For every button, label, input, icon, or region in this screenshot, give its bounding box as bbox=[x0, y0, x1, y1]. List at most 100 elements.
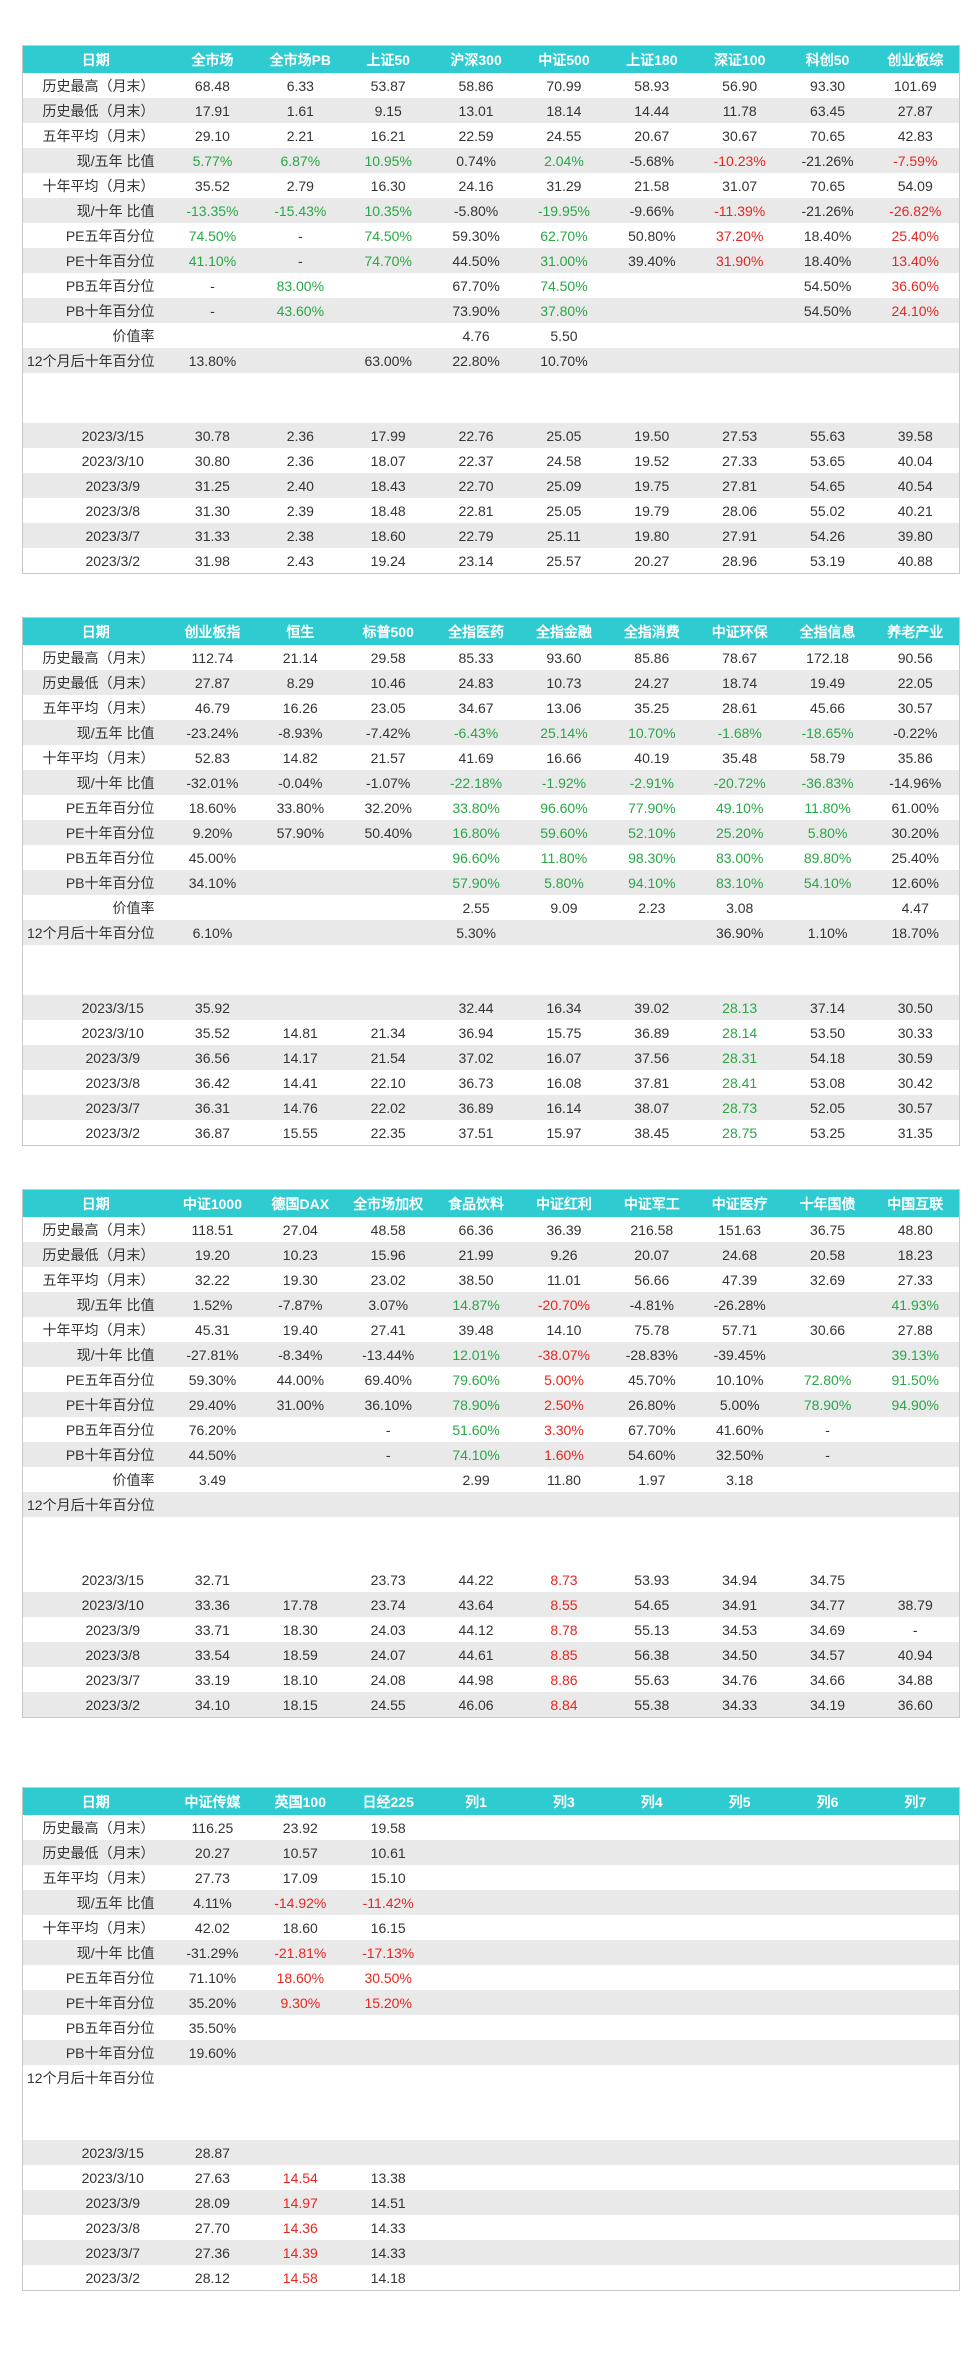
metric-row: 现/五年 比值 -23.24% -8.93% -7.42% -6.43% 25.14% 10… bbox=[22, 720, 960, 745]
value-cell: 6.10% bbox=[168, 920, 257, 945]
metric-label: 12个月后十年百分位 bbox=[22, 348, 169, 373]
value-cell: 16.21 bbox=[370, 127, 406, 144]
column-header[interactable]: 列4 bbox=[607, 1787, 696, 1815]
value-cell: 32.50% bbox=[695, 1442, 784, 1467]
empty-cell bbox=[168, 2090, 257, 2115]
metric-row: 历史最高（月末） 112.74 21.14 29.58 85.33 93.60 85.86 7… bbox=[23, 645, 960, 670]
value-cell: 70.99 bbox=[546, 77, 582, 94]
column-header-date[interactable]: 日期 bbox=[22, 45, 169, 73]
value-cell: 19.40 bbox=[282, 1321, 318, 1338]
metric-row: 价值率 2.55 9.09 2.23 3.08 4.47 bbox=[23, 895, 960, 920]
column-header[interactable]: 科创50 bbox=[783, 45, 872, 73]
column-header[interactable]: 中证1000 bbox=[168, 1189, 257, 1217]
column-header[interactable]: 列5 bbox=[695, 1787, 784, 1815]
column-header[interactable]: 全市场PB bbox=[256, 45, 345, 73]
value-cell: -20.70% bbox=[520, 1292, 608, 1317]
value-cell bbox=[695, 1890, 784, 1915]
value-cell bbox=[608, 1965, 696, 1990]
column-header[interactable]: 中证500 bbox=[520, 45, 608, 73]
value-cell: 1.61 bbox=[256, 98, 345, 123]
column-header[interactable]: 上证50 bbox=[344, 45, 433, 73]
column-header[interactable]: 中国互联 bbox=[871, 1189, 960, 1217]
value-cell: 14.82 bbox=[282, 749, 318, 766]
metric-label: 历史最低（月末） bbox=[22, 98, 169, 123]
value-cell bbox=[344, 2040, 433, 2065]
date-label: 2023/3/2 bbox=[22, 1692, 169, 1718]
column-header[interactable]: 养老产业 bbox=[871, 617, 960, 645]
column-header[interactable]: 食品饮料 bbox=[432, 1189, 520, 1217]
column-header[interactable]: 恒生 bbox=[256, 617, 345, 645]
metric-row: PB十年百分位 -43.60% 73.90% 37.80% 54.50% 24.10% bbox=[22, 298, 960, 323]
value-cell: 9.15 bbox=[344, 98, 433, 123]
column-header[interactable]: 全市场加权 bbox=[344, 1189, 433, 1217]
value-cell: 32.44 bbox=[432, 995, 520, 1020]
spacer-row bbox=[22, 2090, 960, 2115]
value-cell: 10.70% bbox=[520, 348, 608, 373]
column-header[interactable]: 中证传媒 bbox=[168, 1787, 257, 1815]
value-cell: 31.30 bbox=[194, 502, 230, 519]
date-row: 2023/3/15 28.87 bbox=[22, 2140, 960, 2165]
value-cell: 24.08 bbox=[370, 1671, 406, 1688]
column-header[interactable]: 十年国债 bbox=[783, 1189, 872, 1217]
column-header[interactable]: 全指消费 bbox=[607, 617, 696, 645]
column-header[interactable]: 中证医疗 bbox=[695, 1189, 784, 1217]
value-cell: 1.97 bbox=[638, 1471, 666, 1488]
value-cell: 36.42 bbox=[194, 1074, 230, 1091]
column-header[interactable]: 德国DAX bbox=[256, 1189, 345, 1217]
column-header[interactable]: 列3 bbox=[520, 1787, 608, 1815]
value-cell bbox=[344, 1467, 432, 1492]
value-cell: 18.60% bbox=[276, 1969, 325, 1986]
value-cell: -1.68% bbox=[695, 720, 784, 745]
value-cell bbox=[432, 2065, 520, 2090]
column-header[interactable]: 列6 bbox=[783, 1787, 872, 1815]
value-cell: 53.25 bbox=[810, 1124, 846, 1141]
value-cell: 20.67 bbox=[634, 127, 670, 144]
value-cell: 4.11% bbox=[168, 1890, 257, 1915]
column-header[interactable]: 列1 bbox=[432, 1787, 520, 1815]
column-header[interactable]: 中证红利 bbox=[520, 1189, 608, 1217]
metric-row: 价值率 4.76 5.50 bbox=[23, 323, 960, 348]
value-cell: 34.91 bbox=[695, 1592, 784, 1617]
column-header[interactable]: 中证环保 bbox=[695, 617, 784, 645]
value-cell bbox=[256, 870, 345, 895]
value-cell: 48.80 bbox=[897, 1221, 933, 1238]
value-cell bbox=[256, 995, 345, 1020]
column-header[interactable]: 沪深300 bbox=[432, 45, 520, 73]
value-cell: 19.20 bbox=[168, 1242, 257, 1267]
date-label: 2023/3/7 bbox=[85, 1671, 141, 1688]
column-header[interactable]: 日经225 bbox=[344, 1787, 433, 1815]
empty-cell bbox=[22, 398, 169, 423]
value-cell: 5.77% bbox=[168, 148, 257, 173]
column-header[interactable]: 全指医药 bbox=[432, 617, 520, 645]
value-cell: - bbox=[825, 1421, 830, 1438]
value-cell: 36.31 bbox=[168, 1095, 257, 1120]
column-header[interactable]: 全指金融 bbox=[520, 617, 608, 645]
empty-cell bbox=[695, 945, 784, 970]
value-cell: -14.96% bbox=[871, 770, 960, 795]
value-cell: 36.60% bbox=[891, 277, 939, 294]
column-header-date[interactable]: 日期 bbox=[22, 1189, 169, 1217]
value-cell: 8.73 bbox=[550, 1571, 578, 1588]
value-cell bbox=[696, 1815, 784, 1840]
column-header[interactable]: 全市场 bbox=[168, 45, 257, 73]
value-cell: 41.69 bbox=[458, 749, 494, 766]
column-header[interactable]: 全指信息 bbox=[783, 617, 872, 645]
column-header-date[interactable]: 日期 bbox=[22, 1787, 169, 1815]
empty-cell bbox=[520, 1517, 608, 1542]
value-cell: 34.50 bbox=[695, 1642, 784, 1667]
column-header[interactable]: 英国100 bbox=[256, 1787, 345, 1815]
column-header[interactable]: 创业板指 bbox=[168, 617, 257, 645]
value-cell bbox=[871, 1940, 960, 1965]
column-header[interactable]: 上证180 bbox=[607, 45, 696, 73]
column-header[interactable]: 列7 bbox=[871, 1787, 960, 1815]
value-cell bbox=[608, 2065, 696, 2090]
column-header[interactable]: 中证军工 bbox=[607, 1189, 696, 1217]
value-cell: 50.40% bbox=[344, 820, 433, 845]
value-cell: 3.07% bbox=[344, 1292, 433, 1317]
column-header[interactable]: 创业板综 bbox=[871, 45, 960, 73]
column-header-date[interactable]: 日期 bbox=[22, 617, 169, 645]
column-header[interactable]: 标普500 bbox=[344, 617, 433, 645]
value-cell: 10.61 bbox=[344, 1840, 433, 1865]
column-header[interactable]: 深证100 bbox=[695, 45, 784, 73]
value-cell: 85.86 bbox=[634, 649, 670, 666]
